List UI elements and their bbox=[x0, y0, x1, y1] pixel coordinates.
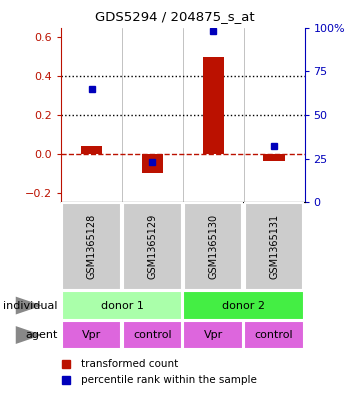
Text: donor 2: donor 2 bbox=[222, 301, 265, 310]
Polygon shape bbox=[16, 326, 42, 344]
Text: individual: individual bbox=[3, 301, 58, 310]
Text: GSM1365128: GSM1365128 bbox=[87, 214, 97, 279]
Bar bbox=[81, 146, 102, 154]
Bar bbox=[183, 321, 243, 349]
Bar bbox=[203, 57, 224, 154]
Text: transformed count: transformed count bbox=[81, 358, 178, 369]
Text: Vpr: Vpr bbox=[204, 330, 223, 340]
Text: Vpr: Vpr bbox=[82, 330, 101, 340]
Bar bbox=[184, 203, 243, 290]
Text: agent: agent bbox=[25, 330, 58, 340]
Bar bbox=[264, 154, 285, 161]
Bar bbox=[123, 203, 182, 290]
Text: GDS5294 / 204875_s_at: GDS5294 / 204875_s_at bbox=[95, 10, 255, 23]
Bar bbox=[245, 203, 303, 290]
Bar bbox=[183, 292, 304, 320]
Text: control: control bbox=[255, 330, 293, 340]
Text: control: control bbox=[133, 330, 172, 340]
Bar bbox=[62, 203, 121, 290]
Text: GSM1365131: GSM1365131 bbox=[269, 214, 279, 279]
Bar bbox=[244, 321, 304, 349]
Polygon shape bbox=[16, 297, 42, 314]
Bar bbox=[142, 154, 163, 173]
Text: GSM1365129: GSM1365129 bbox=[147, 214, 158, 279]
Text: percentile rank within the sample: percentile rank within the sample bbox=[81, 375, 257, 385]
Text: donor 1: donor 1 bbox=[101, 301, 144, 310]
Bar bbox=[122, 321, 182, 349]
Bar bbox=[62, 292, 182, 320]
Text: GSM1365130: GSM1365130 bbox=[208, 214, 218, 279]
Bar bbox=[62, 321, 121, 349]
